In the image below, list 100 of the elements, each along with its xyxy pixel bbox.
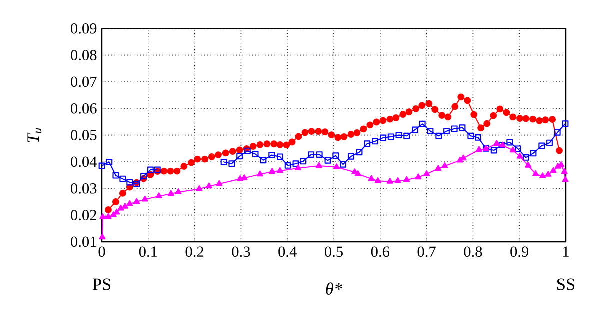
y-tick-label: 0.05 (71, 130, 97, 141)
point (100, 213, 106, 220)
point (228, 160, 236, 168)
point (510, 146, 516, 153)
point (374, 177, 382, 184)
point (494, 140, 500, 146)
point (451, 126, 458, 132)
point (460, 154, 467, 161)
point (506, 139, 514, 146)
point (404, 176, 410, 182)
point (356, 149, 363, 156)
y-tick-label: 0.01 (71, 236, 96, 248)
x-tick-label: 0.2 (186, 246, 204, 258)
point (558, 161, 565, 168)
point (444, 128, 450, 135)
point (538, 142, 546, 150)
point (276, 154, 284, 160)
point (268, 168, 276, 174)
point (256, 170, 264, 177)
point (284, 162, 292, 169)
point (106, 159, 113, 166)
point (216, 180, 223, 186)
x-tick-label: 0.5 (325, 246, 343, 258)
point (530, 150, 537, 157)
point (415, 174, 422, 180)
point (294, 164, 302, 171)
point (436, 132, 442, 140)
point (380, 134, 386, 142)
point (554, 129, 561, 136)
y-tick-label: 0.09 (71, 23, 97, 34)
point (252, 151, 259, 158)
point (175, 188, 182, 195)
y-tick-label: 0.04 (71, 156, 98, 168)
point (516, 152, 524, 159)
point (241, 174, 248, 180)
point (348, 153, 354, 160)
point (196, 185, 203, 192)
point (394, 177, 402, 184)
point (316, 162, 322, 168)
point (133, 198, 140, 204)
point (515, 146, 522, 152)
point (260, 157, 267, 164)
point (561, 168, 568, 174)
text: PS (92, 278, 111, 290)
point (427, 128, 434, 135)
point (386, 178, 394, 184)
point (442, 162, 448, 168)
point (490, 147, 498, 154)
point (368, 175, 375, 182)
point (562, 120, 569, 128)
point (372, 138, 378, 145)
point (404, 132, 410, 140)
point (118, 204, 124, 211)
point (98, 162, 106, 170)
point (276, 167, 284, 174)
point (140, 173, 147, 180)
point (220, 159, 228, 166)
point (236, 153, 244, 160)
point (126, 200, 134, 206)
point (396, 132, 402, 139)
point (423, 170, 430, 176)
point (468, 132, 474, 140)
point (546, 140, 553, 146)
y-tick-label: 0.03 (71, 183, 97, 194)
point (475, 134, 482, 141)
point (112, 172, 120, 179)
point (156, 192, 162, 199)
point (532, 170, 540, 176)
point (268, 152, 276, 159)
y-tick-label: 0.07 (71, 76, 97, 88)
x-tick-label: 0 (98, 246, 106, 258)
x-tick-label: 0.9 (510, 246, 529, 258)
x-tick-label: 1 (564, 246, 569, 257)
point (545, 171, 552, 177)
point (340, 161, 346, 168)
x-tick-label: 0.6 (371, 246, 390, 258)
point (114, 208, 120, 215)
point (120, 176, 126, 182)
point (550, 167, 557, 174)
x-tick-label: 0.4 (278, 246, 297, 258)
point (435, 165, 442, 172)
point (316, 152, 323, 158)
point (292, 160, 300, 168)
point (388, 134, 394, 140)
point (562, 176, 569, 182)
point (459, 124, 466, 132)
point (333, 164, 340, 170)
point (324, 157, 332, 164)
point (206, 182, 212, 189)
point (99, 234, 106, 240)
point (244, 148, 251, 154)
point (332, 152, 340, 160)
point (522, 154, 530, 161)
point (354, 170, 362, 176)
y-tick-label: 0.06 (71, 103, 97, 114)
point (142, 196, 148, 202)
point (126, 179, 134, 186)
y-tick-label: 0.02 (71, 210, 96, 221)
point (539, 172, 546, 179)
point (419, 120, 426, 128)
